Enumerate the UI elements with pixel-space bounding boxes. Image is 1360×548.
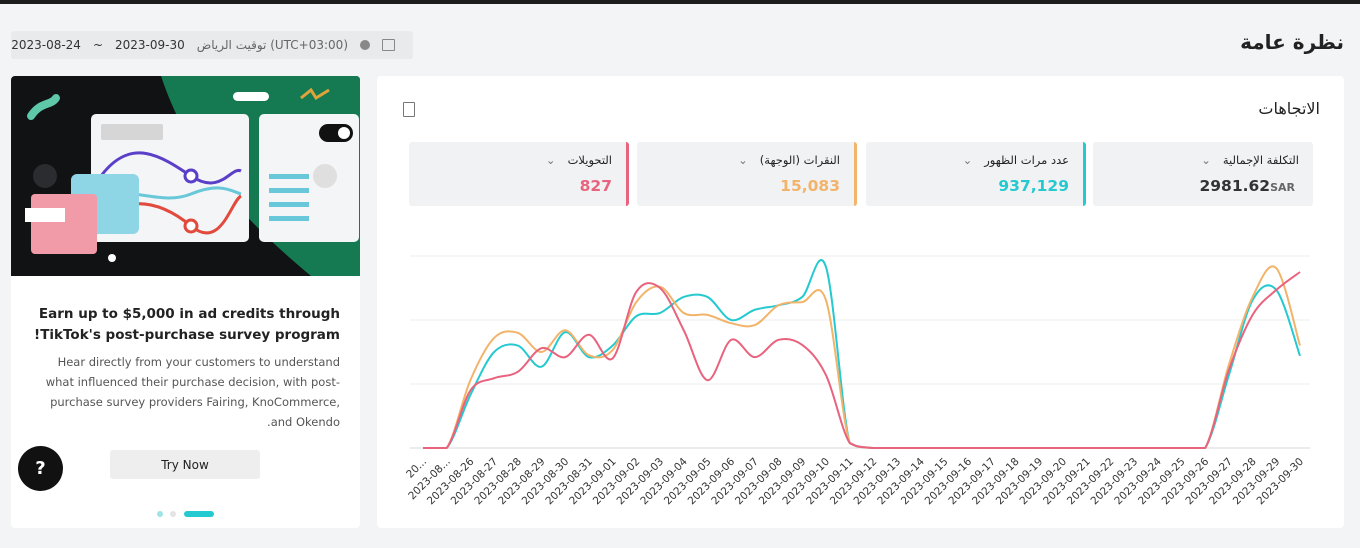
date-start: 2023-08-24 [11,38,81,52]
carousel-dot-active[interactable] [184,511,214,517]
carousel-dot[interactable] [170,511,176,517]
promo-body: Hear directly from your customers to und… [45,355,340,429]
metric-label: عدد مرات الظهور [880,153,1069,167]
metric-number: 15,083 [780,177,840,195]
page-title: نظرة عامة [1240,30,1344,54]
calendar-icon [382,39,395,51]
trends-title: الاتجاهات [1258,99,1320,118]
help-button[interactable]: ? [18,446,63,491]
metric-label: النقرات (الوجهة) [651,153,840,167]
export-icon[interactable] [403,102,415,117]
metric-card[interactable]: التكلفة الإجمالية 2981.62SAR [1093,142,1313,206]
carousel-dot[interactable] [157,511,163,517]
date-separator: ~ [92,38,104,52]
metric-card[interactable]: النقرات (الوجهة) 15,083 [637,142,857,206]
help-icon [360,40,370,50]
metric-unit: SAR [1270,181,1295,194]
metric-number: 937,129 [998,177,1069,195]
metric-value: 937,129 [880,177,1069,195]
metric-number: 827 [579,177,612,195]
promo-title: Earn up to $5,000 in ad credits through … [34,306,340,343]
metric-value: 2981.62SAR [1107,177,1299,195]
metric-label: التحويلات [423,153,612,167]
promo-illustration [11,76,360,276]
date-range-picker[interactable]: 2023-08-24 ~ 2023-09-30 (UTC+03:00) توقي… [11,31,413,59]
metric-number: 2981.62 [1199,177,1271,195]
date-end: 2023-09-30 [115,38,185,52]
top-bar [0,0,1360,4]
metric-card[interactable]: التحويلات 827 [409,142,629,206]
try-now-button[interactable]: Try Now [110,450,260,479]
metric-card[interactable]: عدد مرات الظهور 937,129 [866,142,1086,206]
metric-label: التكلفة الإجمالية [1107,153,1299,167]
metric-value: 827 [423,177,612,195]
metric-value: 15,083 [651,177,840,195]
timezone: (UTC+03:00) توقيت الرياض [196,38,348,52]
promo-card: Earn up to $5,000 in ad credits through … [11,76,360,528]
